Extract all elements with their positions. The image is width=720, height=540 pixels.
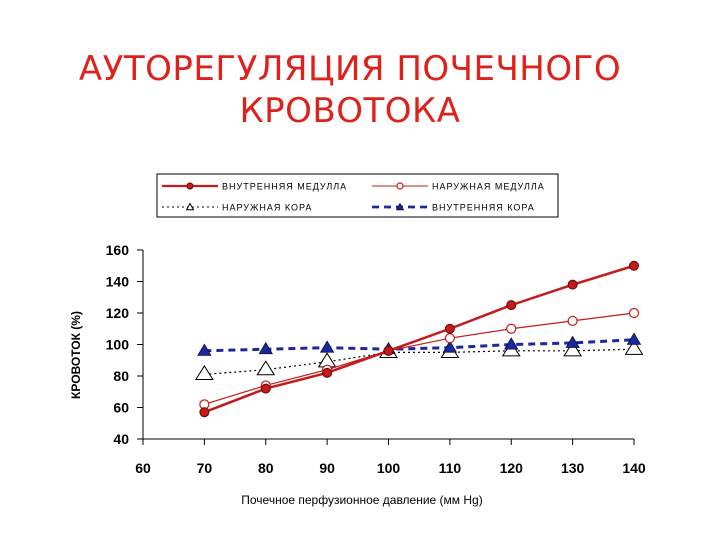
data-point <box>442 340 458 353</box>
data-point <box>628 307 640 319</box>
data-point <box>194 364 214 381</box>
y-axis-title: КРОВОТОК (%) <box>69 311 83 399</box>
data-point <box>256 360 276 376</box>
legend-label: НАРУЖНАЯ КОРА <box>222 203 312 213</box>
legend-swatch-marker <box>395 202 405 211</box>
data-point <box>629 260 639 271</box>
data-point <box>322 367 333 378</box>
data-point <box>197 343 212 356</box>
x-tick-label: 140 <box>622 460 646 476</box>
legend-entry: НАРУЖНАЯ КОРА <box>162 202 312 213</box>
series-line <box>204 348 635 376</box>
legend-entry: ВНУТРЕННЯЯ КОРА <box>372 202 535 213</box>
x-axis-title: Почечное перфузионное давление (мм Hg) <box>241 493 482 507</box>
series-2 <box>199 307 640 410</box>
x-tick-label: 80 <box>258 460 274 476</box>
data-point <box>383 345 394 356</box>
data-point <box>624 339 644 355</box>
data-point <box>444 333 455 344</box>
legend-entry: НАРУЖНАЯ МЕДУЛЛА <box>372 182 545 192</box>
y-tick-label: 80 <box>113 368 129 384</box>
data-point <box>444 323 455 334</box>
data-point <box>626 332 642 345</box>
x-tick-label: 110 <box>439 460 462 476</box>
x-tick-label: 120 <box>500 460 524 476</box>
data-point <box>567 315 578 326</box>
data-point <box>567 279 578 290</box>
data-point <box>260 383 271 394</box>
y-tick-label: 100 <box>106 337 130 353</box>
legend-label: ВНУТРЕННЯЯ МЕДУЛЛА <box>222 182 347 192</box>
x-tick-label: 90 <box>319 460 335 476</box>
legend-swatch-marker <box>396 182 404 190</box>
data-point <box>506 300 517 311</box>
legend-label: НАРУЖНАЯ МЕДУЛЛА <box>432 182 545 192</box>
legend-swatch-marker <box>185 202 195 211</box>
data-point <box>258 341 273 355</box>
y-tick-label: 140 <box>106 274 130 290</box>
data-point <box>563 341 583 357</box>
slide-title: АУТОРЕГУЛЯЦИЯ ПОЧЕЧНОГО КРОВОТОКА <box>78 49 622 131</box>
legend-frame <box>156 173 559 218</box>
data-point <box>319 340 335 353</box>
x-tick-label: 100 <box>377 460 401 476</box>
legend-swatch-marker <box>186 182 194 190</box>
x-tick-label: 70 <box>197 460 213 476</box>
series-line <box>204 312 635 405</box>
y-tick-label: 40 <box>113 431 129 447</box>
series-1 <box>199 260 639 418</box>
x-tick-label: 130 <box>561 460 585 476</box>
data-point <box>506 323 517 334</box>
data-point <box>199 407 210 418</box>
legend: ВНУТРЕННЯЯ МЕДУЛЛА НАРУЖНАЯ МЕДУЛЛА НАРУЖН… <box>156 173 559 218</box>
data-point <box>565 335 580 348</box>
axes: 40 60 80 100 120 140 160 60 70 80 90 100 110 120 130 14… <box>106 242 646 476</box>
y-tick-label: 120 <box>106 305 130 321</box>
data-point <box>504 337 519 350</box>
y-tick-label: 160 <box>106 242 130 258</box>
x-tick-label: 60 <box>135 460 151 476</box>
series-layer <box>194 260 644 418</box>
legend-entry: ВНУТРЕННЯЯ МЕДУЛЛА <box>162 182 347 192</box>
y-tick-label: 60 <box>113 400 129 416</box>
series-line <box>203 264 635 414</box>
legend-label: ВНУТРЕННЯЯ КОРА <box>432 203 535 213</box>
